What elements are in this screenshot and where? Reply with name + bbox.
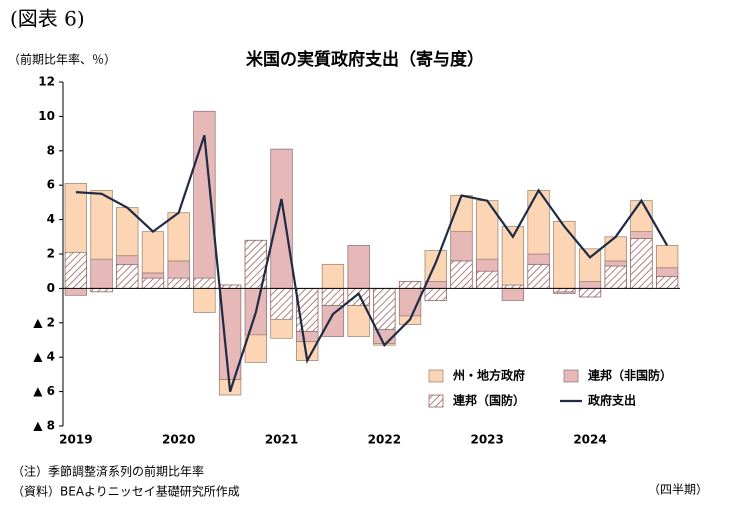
y-tick-label: ▲ 6 bbox=[33, 384, 55, 398]
y-tick-label: ▲ 8 bbox=[33, 419, 55, 433]
bar-segment bbox=[553, 220, 576, 289]
bar-segment bbox=[270, 148, 293, 289]
bar-segment bbox=[578, 248, 602, 282]
legend-swatch bbox=[428, 394, 444, 408]
legend-swatch bbox=[563, 369, 579, 383]
y-tick-label: 4 bbox=[47, 212, 55, 226]
legend-label: 州・地方政府 bbox=[452, 368, 525, 383]
bar-segment bbox=[321, 288, 345, 306]
bar-segment bbox=[501, 226, 525, 286]
bar-segment bbox=[321, 305, 345, 337]
bar-segment bbox=[630, 238, 653, 289]
bar-segment bbox=[501, 284, 525, 289]
bar-segment bbox=[450, 260, 473, 289]
bar-segment bbox=[501, 288, 525, 301]
bar-segment bbox=[450, 231, 473, 262]
chart-title: 米国の実質政府支出（寄与度） bbox=[246, 49, 484, 70]
y-tick-label: ▲ 4 bbox=[33, 350, 55, 364]
bar-segment bbox=[90, 258, 113, 289]
bar-segment bbox=[270, 319, 293, 339]
bar-segment bbox=[630, 231, 653, 239]
bar-segment bbox=[578, 288, 602, 298]
legend-swatch bbox=[428, 369, 444, 383]
bar-segment bbox=[296, 331, 319, 343]
bar-segment bbox=[64, 288, 88, 296]
bar-segment bbox=[270, 288, 293, 320]
y-tick-label: ▲ 2 bbox=[33, 315, 55, 329]
bar-segment bbox=[604, 236, 627, 262]
y-tick-label: 12 bbox=[38, 75, 55, 89]
bar-segment bbox=[347, 288, 370, 306]
bar-segment bbox=[321, 263, 345, 289]
x-tick-label: 2020 bbox=[162, 433, 195, 447]
bar-segment bbox=[578, 281, 602, 289]
bar-segment bbox=[90, 190, 113, 260]
note: （注）季節調整済系列の前期比年率 bbox=[12, 464, 204, 479]
bar-segment bbox=[347, 245, 370, 289]
y-unit: （前期比年率、％） bbox=[8, 52, 116, 67]
bar-segment bbox=[116, 255, 139, 265]
bar-segment bbox=[167, 277, 190, 289]
line bbox=[75, 134, 669, 392]
y-tick-label: 2 bbox=[47, 247, 55, 261]
bar-segment bbox=[604, 260, 627, 267]
bar-segment bbox=[527, 253, 550, 265]
x-tick-label: 2024 bbox=[573, 433, 606, 447]
bar-segment bbox=[167, 260, 190, 279]
bar-segment bbox=[141, 277, 165, 289]
bar-segment bbox=[476, 270, 499, 289]
legend-label: 連邦（非国防） bbox=[588, 368, 672, 383]
bar-segment bbox=[655, 245, 679, 269]
bar-segment bbox=[64, 183, 88, 253]
x-tick-label: 2019 bbox=[59, 433, 92, 447]
legend-box bbox=[417, 362, 662, 414]
bar-segment bbox=[141, 231, 165, 274]
note: （資料）BEAよりニッセイ基礎研究所作成 bbox=[12, 484, 240, 499]
bar-segment bbox=[630, 200, 653, 232]
bar-segment bbox=[218, 284, 242, 289]
bar-segment bbox=[64, 251, 88, 289]
bar-segment bbox=[141, 272, 165, 279]
figure-label: (図表 6) bbox=[10, 7, 85, 31]
x-tick-label: 2021 bbox=[265, 433, 298, 447]
bar-segment bbox=[655, 276, 679, 289]
bar-segment bbox=[655, 267, 679, 277]
bar-segment bbox=[424, 281, 447, 289]
x-tick-label: 2022 bbox=[368, 433, 401, 447]
legend-label: 連邦（国防） bbox=[453, 393, 525, 408]
y-tick-label: 0 bbox=[47, 281, 55, 295]
bar-segment bbox=[476, 258, 499, 272]
bar-segment bbox=[347, 305, 370, 337]
bar-segment bbox=[604, 265, 627, 289]
bar-segment bbox=[90, 288, 113, 293]
bar-segment bbox=[553, 291, 576, 294]
x-unit: （四半期） bbox=[648, 483, 708, 497]
bar-segment bbox=[116, 263, 139, 289]
bar-segment bbox=[167, 212, 190, 262]
y-tick-label: 6 bbox=[47, 178, 55, 192]
bar-segment bbox=[193, 277, 216, 289]
bar-segment bbox=[373, 288, 396, 331]
y-tick-label: 10 bbox=[38, 109, 55, 123]
legend-label: 政府支出 bbox=[588, 393, 636, 408]
x-tick-label: 2023 bbox=[470, 433, 503, 447]
y-tick-label: 8 bbox=[47, 143, 55, 157]
bar-segment bbox=[193, 288, 216, 313]
bar-segment bbox=[424, 288, 447, 301]
bar-segment bbox=[398, 281, 422, 289]
bar-segment bbox=[553, 288, 576, 293]
bar-segment bbox=[527, 263, 550, 289]
